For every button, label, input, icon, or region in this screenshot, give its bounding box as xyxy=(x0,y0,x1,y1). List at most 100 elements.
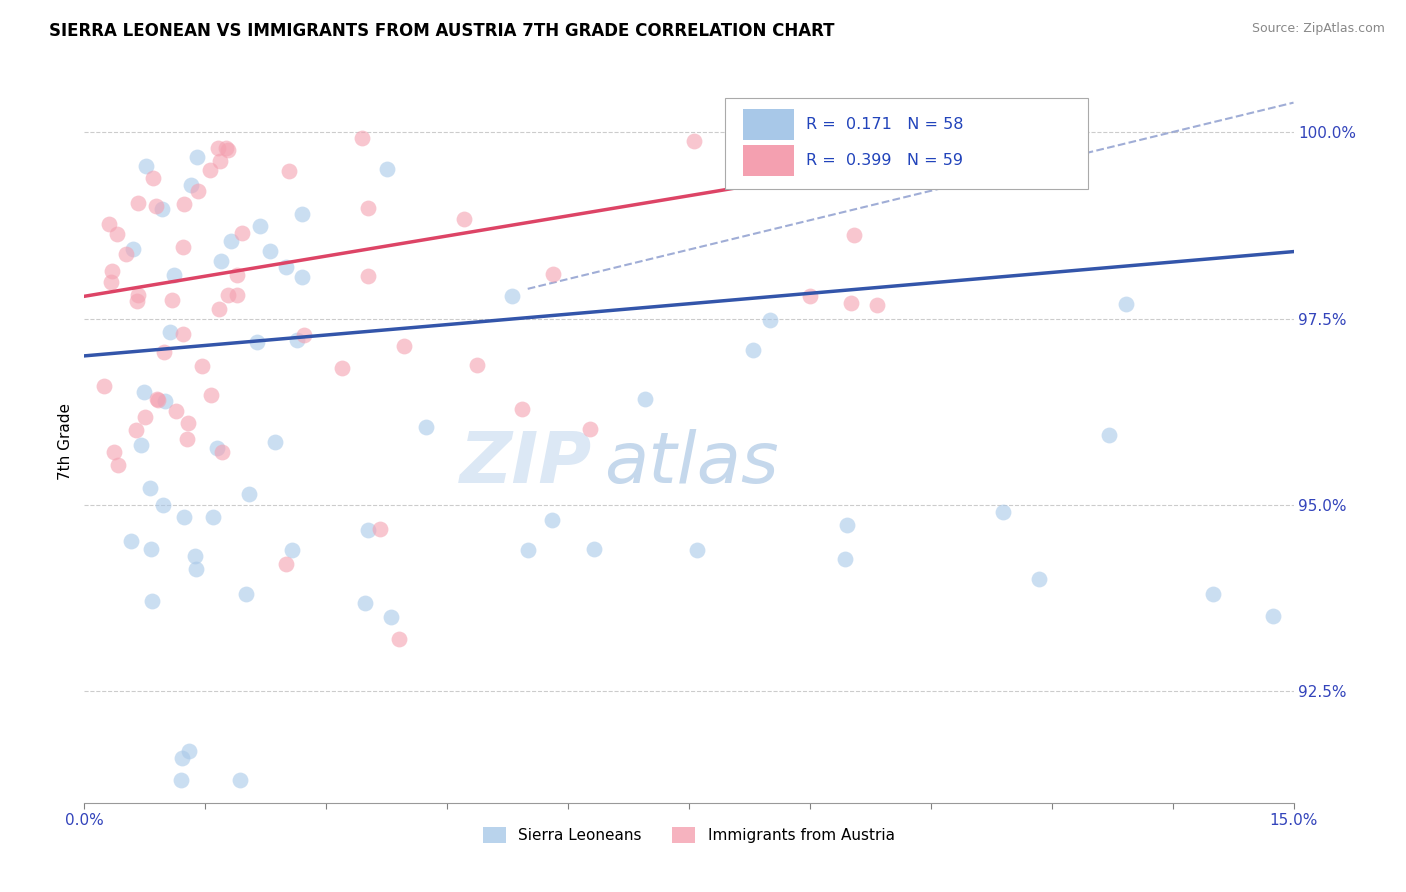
Point xyxy=(201,509,224,524)
Point xyxy=(274,558,297,572)
Point xyxy=(170,773,193,788)
Point xyxy=(353,596,375,610)
Point xyxy=(172,326,194,341)
Point xyxy=(226,288,249,302)
Point xyxy=(176,432,198,446)
Point xyxy=(165,404,187,418)
Point xyxy=(579,422,602,436)
Point xyxy=(453,212,475,227)
Point xyxy=(634,392,657,406)
FancyBboxPatch shape xyxy=(725,98,1088,189)
Point xyxy=(141,594,163,608)
Point xyxy=(834,551,856,566)
Point xyxy=(465,359,488,373)
Point xyxy=(217,287,239,301)
Point xyxy=(125,294,148,309)
Point xyxy=(103,445,125,459)
Point xyxy=(291,269,314,284)
Point xyxy=(186,562,208,576)
Text: ZIP: ZIP xyxy=(460,429,592,498)
Point xyxy=(1028,572,1050,586)
Point xyxy=(120,533,142,548)
Point xyxy=(208,301,231,316)
Point xyxy=(512,401,534,416)
Point xyxy=(115,247,138,261)
Point xyxy=(231,226,253,240)
Point xyxy=(141,542,163,557)
Point xyxy=(291,206,314,220)
Point xyxy=(225,268,247,282)
Point xyxy=(146,392,169,407)
Point xyxy=(866,298,889,312)
Point xyxy=(160,293,183,307)
Point xyxy=(415,419,437,434)
Point xyxy=(152,498,174,512)
Point xyxy=(122,242,145,256)
Point xyxy=(101,264,124,278)
Point xyxy=(844,227,866,242)
Point xyxy=(209,253,232,268)
Point xyxy=(274,260,297,275)
Point xyxy=(370,522,392,536)
Point xyxy=(127,195,149,210)
Point xyxy=(1098,427,1121,442)
Point xyxy=(211,445,233,459)
Text: atlas: atlas xyxy=(605,429,779,498)
Point xyxy=(501,289,523,303)
Point xyxy=(172,240,194,254)
Point xyxy=(357,268,380,283)
Point xyxy=(264,435,287,450)
Point xyxy=(583,542,606,557)
Point xyxy=(759,312,782,326)
Point xyxy=(205,441,228,455)
Point xyxy=(388,632,411,646)
Point xyxy=(134,409,156,424)
Point xyxy=(217,143,239,157)
Point xyxy=(991,505,1014,519)
Point xyxy=(172,751,194,765)
Point xyxy=(139,481,162,495)
Point xyxy=(132,385,155,400)
Point xyxy=(281,542,304,557)
Text: SIERRA LEONEAN VS IMMIGRANTS FROM AUSTRIA 7TH GRADE CORRELATION CHART: SIERRA LEONEAN VS IMMIGRANTS FROM AUSTRI… xyxy=(49,22,835,40)
Point xyxy=(380,609,402,624)
Point xyxy=(208,154,231,169)
Point xyxy=(191,359,214,373)
Point xyxy=(153,394,176,409)
Point xyxy=(330,361,353,376)
Point xyxy=(238,487,260,501)
Point xyxy=(357,201,380,215)
Y-axis label: 7th Grade: 7th Grade xyxy=(58,403,73,480)
Point xyxy=(686,542,709,557)
Point xyxy=(246,335,269,350)
Point xyxy=(835,518,858,533)
Point xyxy=(100,275,122,289)
Point xyxy=(152,344,174,359)
Point xyxy=(1261,608,1284,623)
Point xyxy=(375,162,398,177)
Point xyxy=(207,141,229,155)
Point xyxy=(159,325,181,339)
Point xyxy=(516,542,538,557)
Point xyxy=(357,523,380,537)
Point xyxy=(124,423,146,437)
Point xyxy=(1115,296,1137,310)
Point xyxy=(214,141,236,155)
Legend: Sierra Leoneans, Immigrants from Austria: Sierra Leoneans, Immigrants from Austria xyxy=(477,822,901,849)
Point xyxy=(198,162,221,177)
Text: Source: ZipAtlas.com: Source: ZipAtlas.com xyxy=(1251,22,1385,36)
Point xyxy=(742,343,765,358)
Point xyxy=(541,513,564,527)
Point xyxy=(180,178,202,192)
Point xyxy=(150,202,173,216)
Point xyxy=(107,458,129,472)
Point xyxy=(105,227,128,242)
Point xyxy=(186,150,208,164)
Point xyxy=(249,219,271,234)
Point xyxy=(146,392,169,406)
Point xyxy=(129,438,152,452)
Point xyxy=(219,234,242,248)
Point xyxy=(541,267,564,281)
Point xyxy=(235,587,257,601)
FancyBboxPatch shape xyxy=(744,109,794,139)
